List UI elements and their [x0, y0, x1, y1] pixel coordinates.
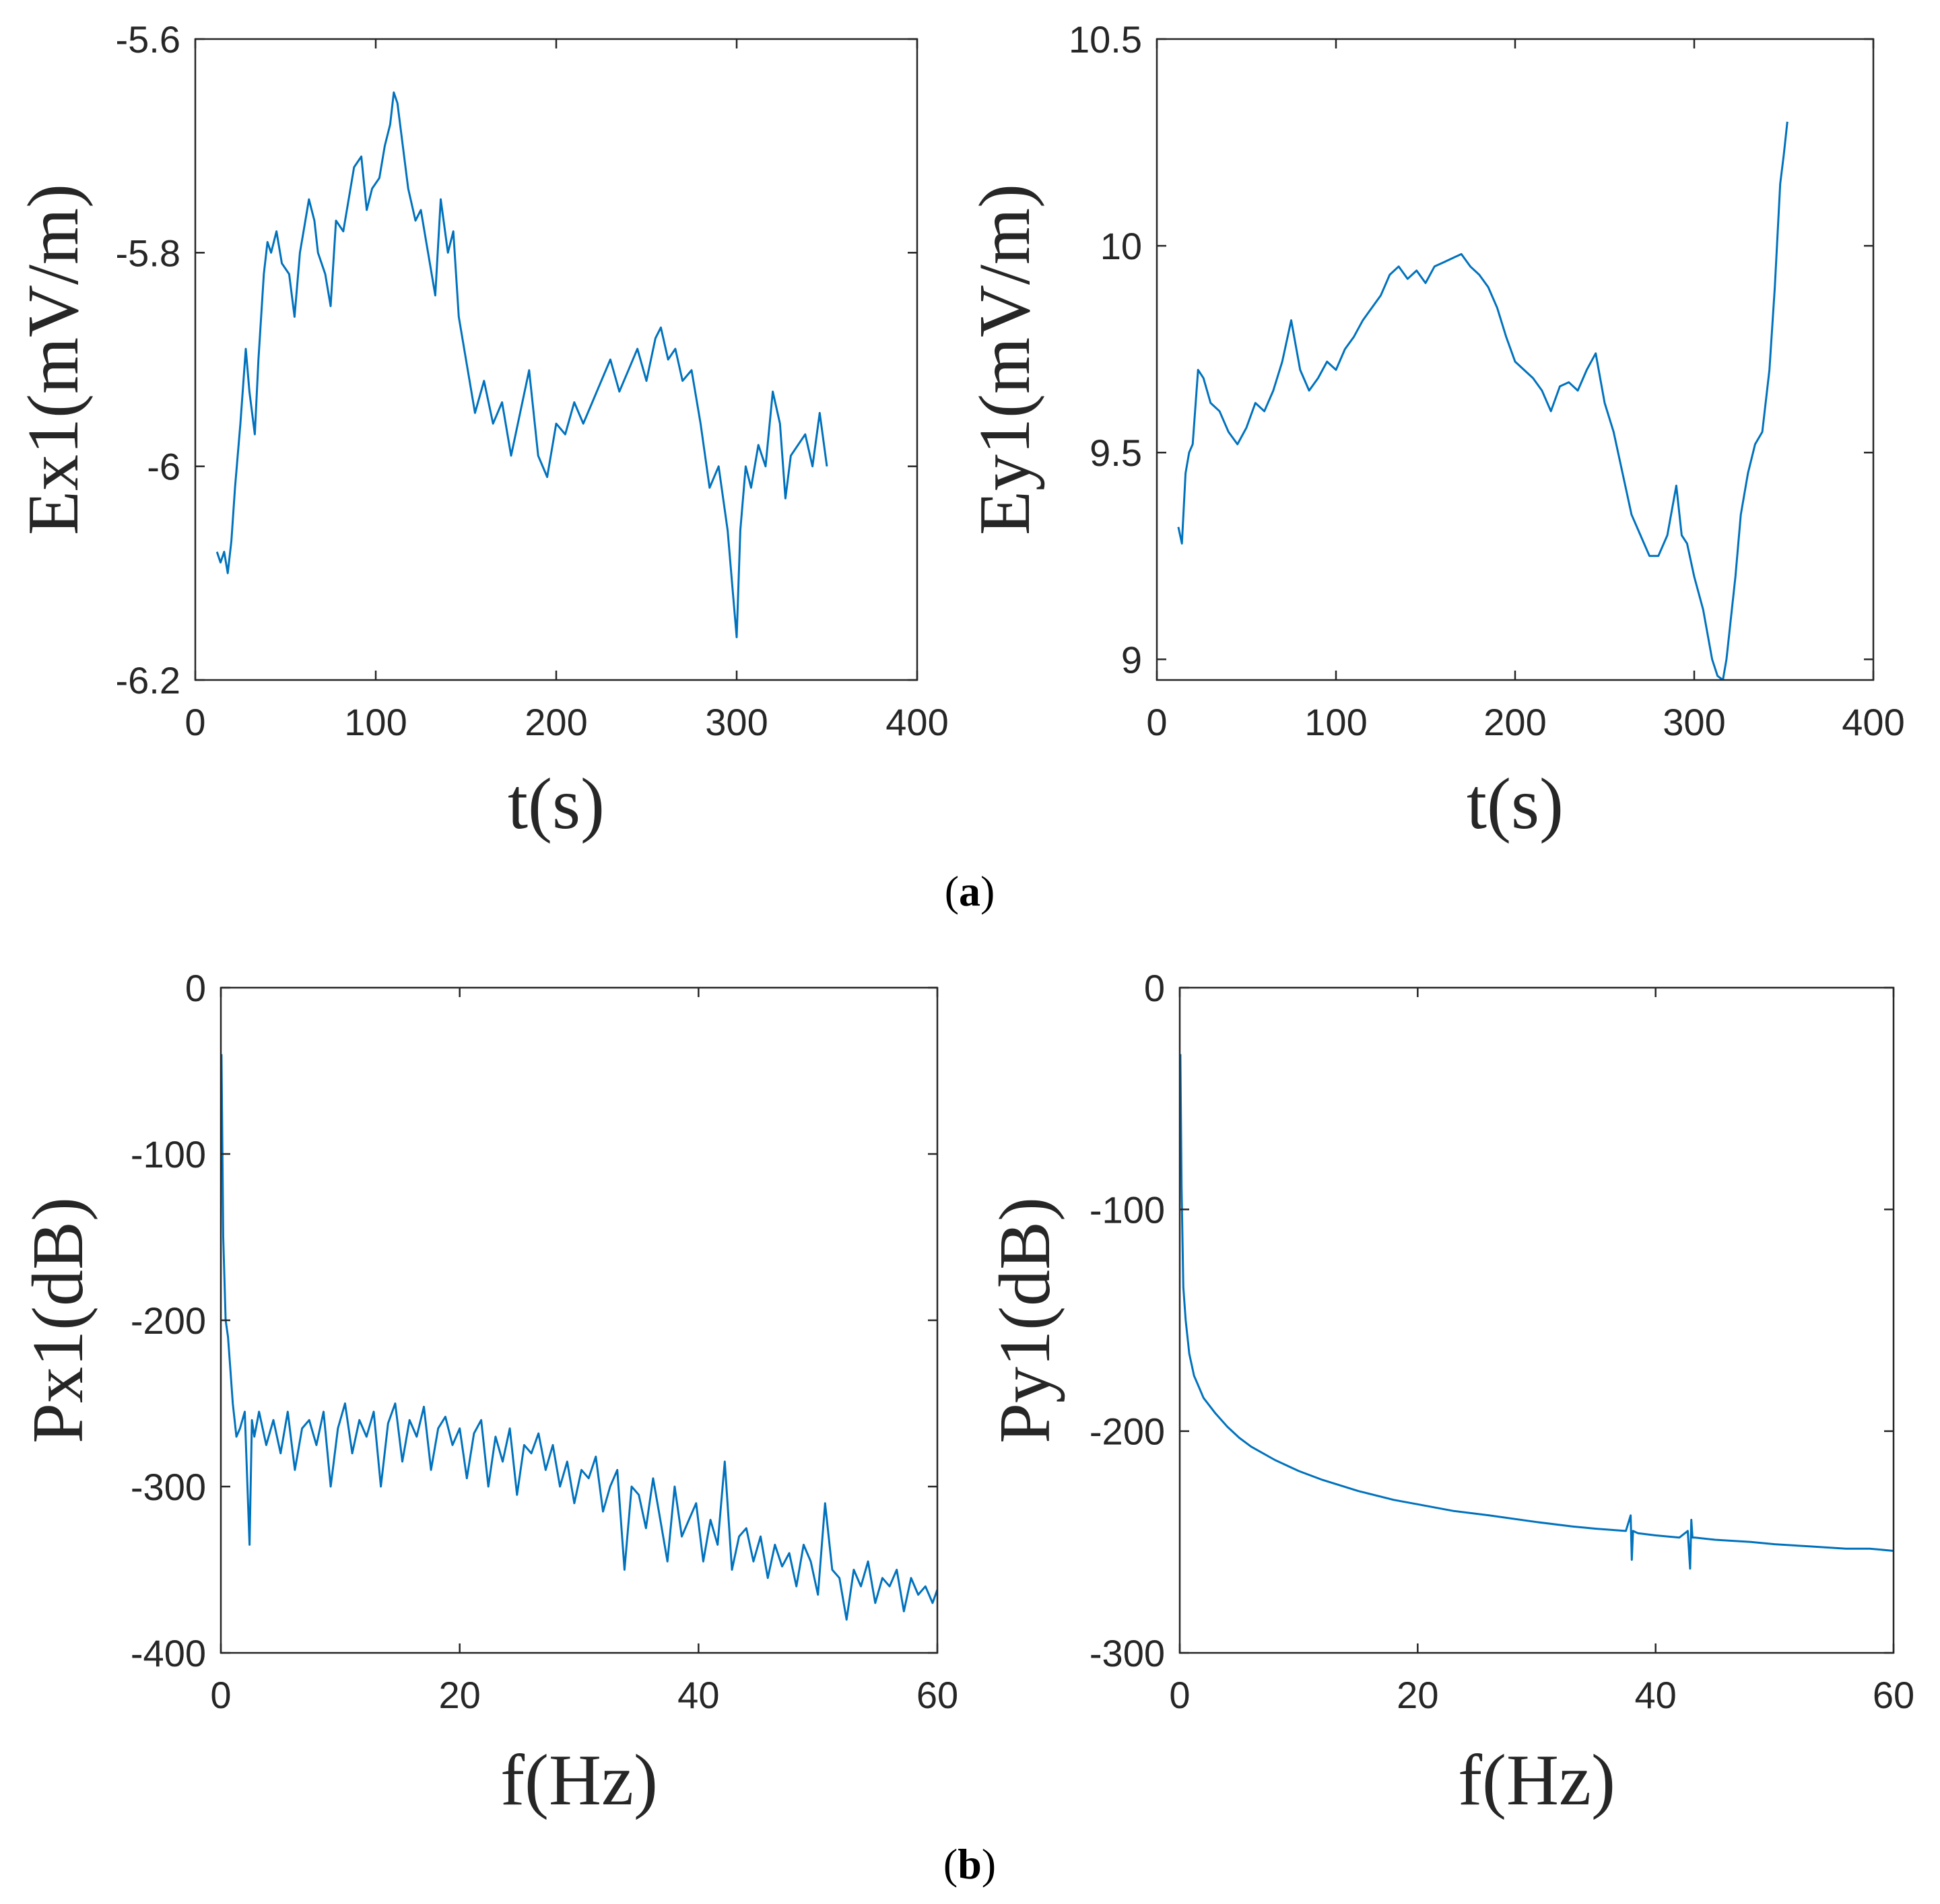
- px1-xtick-label: 0: [210, 1674, 231, 1716]
- px1-xtick-label: 20: [439, 1674, 481, 1716]
- ex1-xtick-label: 0: [185, 701, 205, 743]
- ey1-xtick-label: 400: [1842, 701, 1904, 743]
- ey1-ytick-label: 10.5: [1069, 18, 1142, 61]
- px1-xtick-label: 40: [677, 1674, 719, 1716]
- chart-px1: Px1(dB) f(Hz) 0 20 40 60 -400 -300 -200 -100 0: [18, 967, 958, 1821]
- ex1-xtick-label: 300: [705, 701, 768, 743]
- ex1-ytick-label: -5.6: [116, 18, 181, 61]
- ey1-xtick-label: 300: [1663, 701, 1725, 743]
- ey1-xtick-label: 0: [1146, 701, 1167, 743]
- ex1-xtick-label: 400: [885, 701, 948, 743]
- ey1-xtick-label: 200: [1483, 701, 1546, 743]
- chart-ey1: Ey1(mV/m) t(s) 0 100 200 300 400 9 9.5 10 10.5: [965, 18, 1905, 844]
- px1-ytick-label: -100: [131, 1133, 206, 1176]
- py1-axes-box: [1178, 986, 1895, 1654]
- px1-ytick-label: 0: [185, 967, 206, 1009]
- ey1-xlabel: t(s): [1467, 764, 1564, 844]
- ey1-series-line-0: [1177, 121, 1788, 680]
- py1-xtick-label: 60: [1873, 1674, 1914, 1716]
- px1-xlabel: f(Hz): [500, 1740, 658, 1821]
- ex1-ytick-label: -6: [147, 446, 180, 488]
- ey1-ylabel: Ey1(mV/m): [965, 184, 1045, 535]
- px1-ytick-label: -200: [131, 1299, 206, 1342]
- ex1-xtick-label: 200: [525, 701, 587, 743]
- px1-series-line-0: [221, 1054, 937, 1621]
- ey1-ytick-label: 10: [1100, 225, 1142, 267]
- ey1-xtick-label: 100: [1304, 701, 1367, 743]
- py1-ytick-label: -200: [1090, 1410, 1165, 1453]
- py1-ytick-label: 0: [1144, 967, 1165, 1009]
- panel-label-a: (a): [945, 867, 995, 915]
- ex1-xtick-label: 100: [344, 701, 407, 743]
- py1-ylabel: Py1(dB): [985, 1197, 1065, 1443]
- py1-xtick-label: 0: [1169, 1674, 1190, 1716]
- ey1-ytick-label: 9.5: [1090, 432, 1142, 474]
- chart-ex1: Ex1(mV/m) t(s) 0 100 200 300 400 -6.2 -6 -5.8 -5…: [13, 18, 949, 844]
- px1-ylabel: Px1(dB): [18, 1197, 98, 1443]
- py1-xlabel: f(Hz): [1458, 1740, 1615, 1821]
- panel-label-b: (b): [943, 1840, 996, 1888]
- ex1-series-line-0: [215, 91, 828, 638]
- ex1-ylabel: Ex1(mV/m): [13, 184, 94, 535]
- py1-xtick-label: 20: [1397, 1674, 1438, 1716]
- px1-ytick-label: -300: [131, 1466, 206, 1508]
- py1-ytick-label: -100: [1090, 1188, 1165, 1231]
- py1-series-line-0: [1180, 1054, 1894, 1570]
- ex1-xlabel: t(s): [508, 764, 605, 844]
- chart-py1: Py1(dB) f(Hz) 0 20 40 60 -300 -200 -100 0: [985, 967, 1914, 1821]
- ex1-ytick-label: -6.2: [116, 659, 181, 702]
- px1-ytick-label: -400: [131, 1632, 206, 1674]
- ex1-ytick-label: -5.8: [116, 232, 181, 274]
- ey1-ytick-label: 9: [1121, 638, 1142, 681]
- py1-xtick-label: 40: [1635, 1674, 1677, 1716]
- py1-ytick-label: -300: [1090, 1632, 1165, 1674]
- px1-xtick-label: 60: [916, 1674, 958, 1716]
